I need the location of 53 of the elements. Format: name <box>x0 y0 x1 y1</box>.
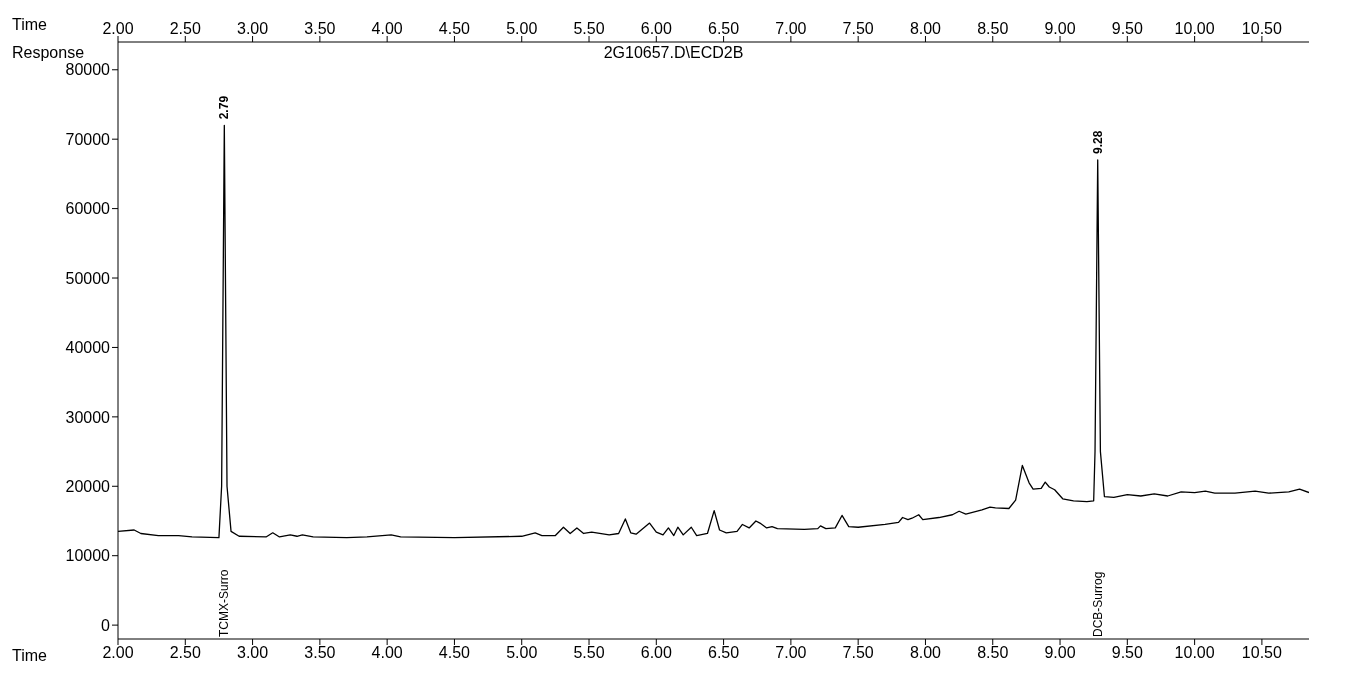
x-tick-label: 8.50 <box>977 20 1009 37</box>
y-tick-label: 20000 <box>65 477 111 495</box>
x-tick-label: 3.50 <box>304 20 336 37</box>
x-tick-label: 9.50 <box>1111 20 1143 37</box>
x-tick-label: 3.00 <box>237 20 269 37</box>
x2-tick-label: 2.00 <box>102 644 134 662</box>
y-tick-label: 10000 <box>65 547 111 565</box>
x2-tick-label: 2.50 <box>169 644 201 662</box>
annotation: TCMX-Surro <box>217 569 232 637</box>
annotation: 2.79 <box>217 95 232 120</box>
y-tick-label: 40000 <box>65 339 111 357</box>
x-axis-title: Time <box>12 647 47 665</box>
x-tick-label: 8.00 <box>909 20 942 37</box>
y-tick-label: 70000 <box>65 130 111 148</box>
y-tick-label: 80000 <box>65 61 111 79</box>
x-tick-label: 4.00 <box>371 20 403 37</box>
x-tick-label: 7.50 <box>842 20 874 37</box>
x-tick-label: 7.00 <box>775 20 807 37</box>
x2-tick-label: 5.00 <box>506 644 538 662</box>
x-tick-label: 2.50 <box>169 20 201 37</box>
x2-tick-label: 3.00 <box>237 644 269 662</box>
chart-title: 2G10657.D\ECD2B <box>603 44 744 61</box>
annotation: DCB-Surrog <box>1090 571 1105 637</box>
x2-tick-label: 9.50 <box>1111 644 1143 662</box>
x2-tick-label: 8.50 <box>977 644 1009 662</box>
x-tick-label: 6.50 <box>708 20 740 37</box>
x-tick-label: 5.50 <box>573 20 605 37</box>
x2-tick-label: 3.50 <box>304 644 336 662</box>
y-tick-label: 50000 <box>65 269 111 287</box>
y-tick-label: 0 <box>101 616 111 634</box>
x-tick-label: 10.00 <box>1174 20 1215 37</box>
x2-tick-label: 9.00 <box>1044 644 1076 662</box>
x2-tick-label: 4.50 <box>438 644 471 662</box>
x-tick-label: 6.00 <box>640 20 672 37</box>
x2-tick-label: 7.50 <box>842 644 874 662</box>
x-tick-label: 5.00 <box>506 20 538 37</box>
x-tick-label: 4.50 <box>438 20 471 37</box>
annotation: 9.28 <box>1090 130 1105 155</box>
y-tick-label: 60000 <box>65 200 111 218</box>
x2-tick-label: 4.00 <box>371 644 403 662</box>
x-tick-label: 2.00 <box>102 20 134 37</box>
x2-tick-label: 6.00 <box>640 644 672 662</box>
x2-tick-label: 7.00 <box>775 644 807 662</box>
x-tick-label: 10.50 <box>1241 20 1283 37</box>
x-tick-label: 9.00 <box>1044 20 1076 37</box>
y-axis-title: Response <box>12 44 85 62</box>
x2-tick-label: 5.50 <box>573 644 605 662</box>
x2-tick-label: 10.50 <box>1241 644 1283 662</box>
x2-tick-label: 10.00 <box>1174 644 1215 662</box>
x2-tick-label: 8.00 <box>909 644 942 662</box>
x2-axis-title: Time <box>12 16 47 34</box>
y-tick-label: 30000 <box>65 408 111 426</box>
x2-tick-label: 6.50 <box>708 644 740 662</box>
